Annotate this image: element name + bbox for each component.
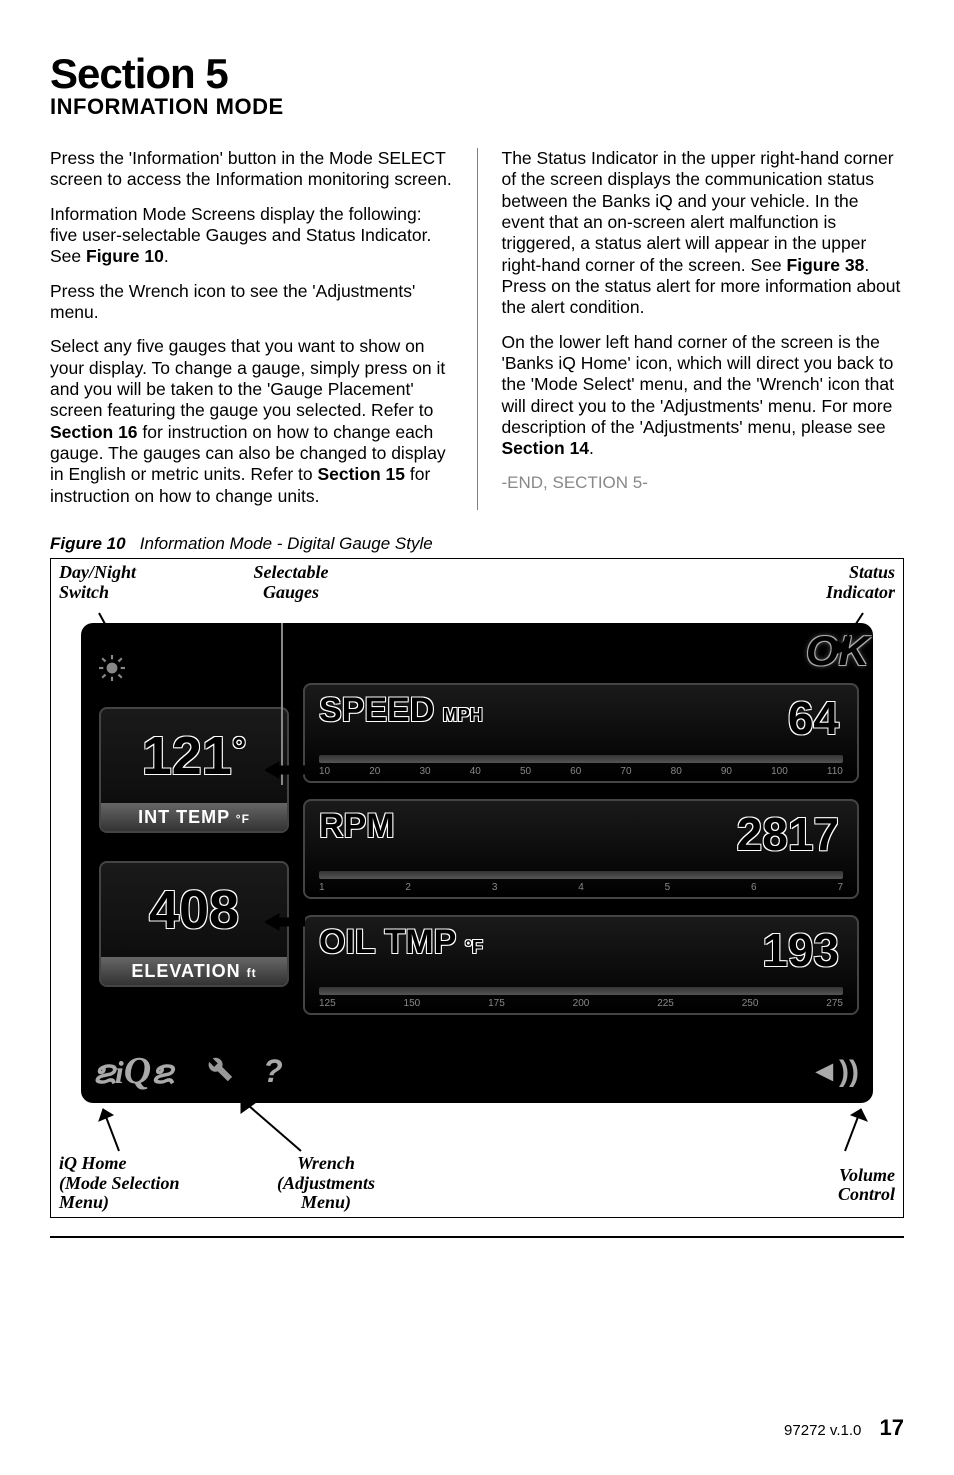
callout-status-indicator: StatusIndicator <box>826 563 895 603</box>
int-temp-degree: ° <box>232 729 246 770</box>
rpm-value: 2817 <box>737 807 839 861</box>
left-column: Press the 'Information' button in the Mo… <box>50 148 453 520</box>
gauge-elevation[interactable]: 408 ELEVATION ft <box>99 861 289 987</box>
gauge-elevation-label: ELEVATION ft <box>101 957 287 985</box>
device-screen: OK 121° INT TEMP °F 408 ELEVATION ft SPE… <box>81 623 873 1103</box>
section-title: Section 5 <box>50 50 904 98</box>
gauge-speed[interactable]: SPEED MPH 64 102030405060708090100110 <box>303 683 859 783</box>
oil-temp-value: 193 <box>762 923 839 977</box>
oil-temp-ruler: 125150175200225250275 <box>319 979 843 1009</box>
page-footer: 97272 v.1.0 17 <box>784 1415 904 1441</box>
oil-temp-title: OIL TMP <box>319 923 456 962</box>
rpm-title: RPM <box>319 807 395 846</box>
int-temp-unit: °F <box>236 812 250 826</box>
speed-title: SPEED <box>319 691 434 730</box>
speed-value: 64 <box>788 691 839 745</box>
help-icon[interactable]: ? <box>263 1053 283 1090</box>
rpm-ruler: 1234567 <box>319 863 843 893</box>
figure-desc: Information Mode - Digital Gauge Style <box>140 534 433 553</box>
body-paragraph: Select any five gauges that you want to … <box>50 336 453 507</box>
gauge-int-temp[interactable]: 121° INT TEMP °F <box>99 707 289 833</box>
elevation-label-text: ELEVATION <box>131 961 240 981</box>
arrow-iq-home <box>95 1099 135 1155</box>
gauge-int-temp-label: INT TEMP °F <box>101 803 287 831</box>
doc-id: 97272 v.1.0 <box>784 1422 861 1439</box>
arrow-gauge-1 <box>265 755 305 785</box>
wrench-icon[interactable] <box>201 1050 235 1092</box>
body-paragraph: Press the 'Information' button in the Mo… <box>50 148 453 191</box>
section-subtitle: INFORMATION MODE <box>50 94 904 120</box>
int-temp-label-text: INT TEMP <box>138 807 230 827</box>
right-column: The Status Indicator in the upper right-… <box>502 148 905 520</box>
iq-home-icon[interactable]: ຂiQຂ <box>93 1049 173 1093</box>
speed-unit: MPH <box>443 705 483 726</box>
bottom-toolbar: ຂiQຂ ? <box>93 1049 283 1093</box>
arrow-day-night <box>91 609 131 669</box>
gauge-int-temp-value: 121° <box>101 709 287 787</box>
callout-day-night: Day/NightSwitch <box>59 563 136 603</box>
gauge-rpm[interactable]: RPM 2817 1234567 <box>303 799 859 899</box>
callout-selectable-gauges: SelectableGauges <box>231 563 351 603</box>
body-paragraph: Press the Wrench icon to see the 'Adjust… <box>50 281 453 324</box>
body-paragraph: On the lower left hand corner of the scr… <box>502 332 905 460</box>
body-paragraph: Information Mode Screens display the fol… <box>50 204 453 268</box>
volume-icon[interactable]: ◄)) <box>809 1055 859 1089</box>
figure-caption: Figure 10 Information Mode - Digital Gau… <box>50 534 904 554</box>
callout-iq-home: iQ Home(Mode SelectionMenu) <box>59 1154 179 1213</box>
figure-label: Figure 10 <box>50 534 126 553</box>
callout-volume: VolumeControl <box>838 1166 895 1206</box>
int-temp-number: 121 <box>142 726 232 786</box>
speed-ruler: 102030405060708090100110 <box>319 747 843 777</box>
figure-box: Day/NightSwitch SelectableGauges StatusI… <box>50 558 904 1218</box>
elevation-unit: ft <box>247 966 257 980</box>
arrow-status <box>823 609 873 669</box>
callout-wrench: Wrench(AdjustmentsMenu) <box>251 1154 401 1213</box>
column-divider <box>477 148 478 510</box>
body-columns: Press the 'Information' button in the Mo… <box>50 148 904 520</box>
end-section-marker: -END, SECTION 5- <box>502 473 905 494</box>
arrow-gauge-2 <box>265 907 305 937</box>
page-number: 17 <box>880 1415 904 1440</box>
footer-rule <box>50 1236 904 1238</box>
oil-temp-unit: °F <box>465 937 483 958</box>
body-paragraph: The Status Indicator in the upper right-… <box>502 148 905 319</box>
section-heading: Section 5 INFORMATION MODE <box>50 50 904 120</box>
arrow-volume <box>833 1099 873 1155</box>
gauge-elevation-value: 408 <box>101 863 287 941</box>
gauge-oil-temp[interactable]: OIL TMP °F 193 125150175200225250275 <box>303 915 859 1015</box>
arrow-wrench <box>231 1089 321 1155</box>
